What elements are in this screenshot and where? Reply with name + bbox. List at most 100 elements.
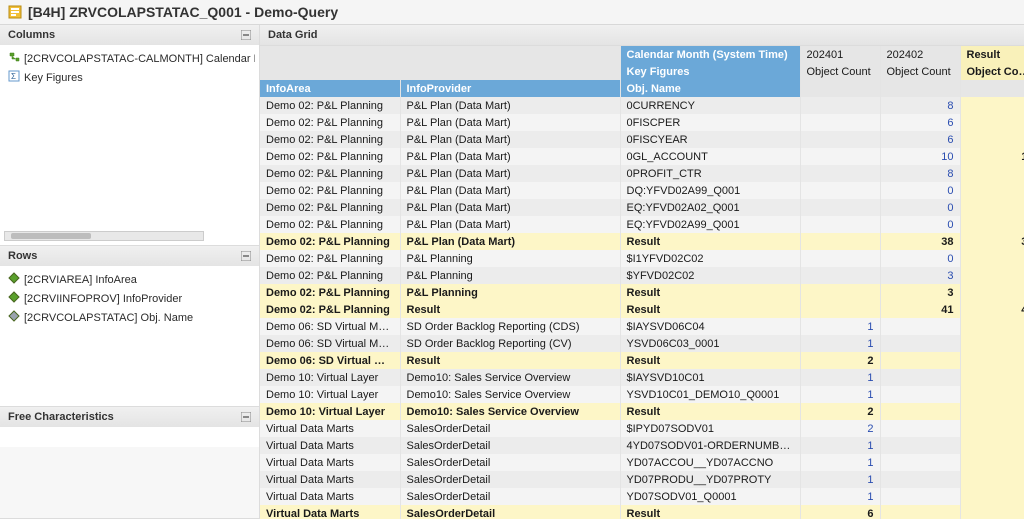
rows-panel-header[interactable]: Rows [0,246,259,266]
cell-infoprovider: P&L Plan (Data Mart) [400,114,620,131]
cell-infoarea: Virtual Data Marts [260,471,400,488]
cell-objname: 0PROFIT_CTR [620,165,800,182]
cell-infoprovider: Result [400,301,620,318]
cell-objname: 0FISCPER [620,114,800,131]
cell-month2: 8 [880,97,960,114]
table-row[interactable]: Demo 06: SD Virtual ModelSD Order Backlo… [260,318,1024,335]
table-row[interactable]: Virtual Data MartsSalesOrderDetailResult… [260,505,1024,519]
cell-infoarea: Demo 02: P&L Planning [260,131,400,148]
scrollbar-thumb[interactable] [11,233,91,239]
header-month-202402[interactable]: 202402 [880,46,960,63]
cell-month2 [880,505,960,519]
columns-panel-header[interactable]: Columns [0,25,259,45]
table-row[interactable]: Demo 02: P&L PlanningP&L Plan (Data Mart… [260,233,1024,250]
window-title-text: [B4H] ZRVCOLAPSTATAC_Q001 - Demo-Query [28,4,338,20]
cell-objname: Result [620,284,800,301]
cell-result: 0 [960,182,1024,199]
cell-objname: Result [620,505,800,519]
cell-infoprovider: Demo10: Sales Service Overview [400,369,620,386]
table-row[interactable]: Demo 02: P&L PlanningP&L Planning$YFVD02… [260,267,1024,284]
cell-infoprovider: P&L Plan (Data Mart) [400,165,620,182]
table-row[interactable]: Demo 02: P&L PlanningP&L Plan (Data Mart… [260,131,1024,148]
free-characteristics-header[interactable]: Free Characteristics [0,407,259,427]
table-row[interactable]: Demo 10: Virtual LayerDemo10: Sales Serv… [260,386,1024,403]
header-objcount-1[interactable]: Object Count [800,63,880,80]
table-row[interactable]: Demo 02: P&L PlanningP&L Plan (Data Mart… [260,97,1024,114]
header-infoprovider[interactable]: InfoProvider [400,80,620,97]
table-row[interactable]: Demo 02: P&L PlanningP&L Plan (Data Mart… [260,165,1024,182]
cell-infoarea: Demo 02: P&L Planning [260,148,400,165]
table-row[interactable]: Demo 06: SD Virtual ModelSD Order Backlo… [260,335,1024,352]
rows-item[interactable]: [2CRVIINFOPROV] InfoProvider [4,289,255,308]
cell-month1 [800,131,880,148]
cell-objname: Result [620,352,800,369]
header-blank [260,63,620,80]
cell-objname: YD07ACCOU__YD07ACCNO [620,454,800,471]
rows-panel-title: Rows [8,250,37,262]
cell-result: 1 [960,488,1024,505]
cell-objname: $YFVD02C02 [620,267,800,284]
cell-month1 [800,216,880,233]
rows-item[interactable]: [2CRVCOLAPSTATAC] Obj. Name [4,308,255,327]
horizontal-scrollbar[interactable] [4,231,204,241]
cell-infoprovider: P&L Plan (Data Mart) [400,199,620,216]
cell-month1: 2 [800,352,880,369]
tree-item-label: [2CRVIINFOPROV] InfoProvider [24,293,182,305]
header-infoarea[interactable]: InfoArea [260,80,400,97]
keyfig-icon: Σ [8,70,20,85]
cell-infoarea: Demo 02: P&L Planning [260,250,400,267]
header-objcount-2[interactable]: Object Count [880,63,960,80]
cell-objname: YD07SODV01_Q0001 [620,488,800,505]
columns-item[interactable]: [2CRVCOLAPSTATAC-CALMONTH] Calendar Mont… [4,49,255,68]
cell-infoprovider: P&L Plan (Data Mart) [400,182,620,199]
query-icon [8,5,22,19]
cell-objname: 0CURRENCY [620,97,800,114]
table-row[interactable]: Demo 02: P&L PlanningResultResult4141 [260,301,1024,318]
cell-month2: 0 [880,216,960,233]
collapse-icon[interactable] [241,30,251,40]
cell-infoprovider: SD Order Backlog Reporting (CV) [400,335,620,352]
cell-month2 [880,386,960,403]
header-calmonth[interactable]: Calendar Month (System Time) [620,46,800,63]
columns-panel-body: [2CRVCOLAPSTATAC-CALMONTH] Calendar Mont… [0,45,259,245]
header-result[interactable]: Result [960,46,1024,63]
table-row[interactable]: Demo 10: Virtual LayerDemo10: Sales Serv… [260,369,1024,386]
collapse-icon[interactable] [241,251,251,261]
table-row[interactable]: Demo 02: P&L PlanningP&L Plan (Data Mart… [260,114,1024,131]
header-objname[interactable]: Obj. Name [620,80,800,97]
cell-infoprovider: SD Order Backlog Reporting (CDS) [400,318,620,335]
data-grid-table: Calendar Month (System Time)202401202402… [260,46,1024,519]
table-row[interactable]: Demo 02: P&L PlanningP&L PlanningResult3… [260,284,1024,301]
columns-item[interactable]: Σ Key Figures [4,68,255,87]
cell-result: 38 [960,233,1024,250]
table-row[interactable]: Demo 06: SD Virtual ModelResultResult22 [260,352,1024,369]
collapse-icon[interactable] [241,412,251,422]
table-row[interactable]: Virtual Data MartsSalesOrderDetail$IPYD0… [260,420,1024,437]
cell-month1 [800,165,880,182]
tree-item-label: Key Figures [24,72,83,84]
main-layout: Columns [2CRVCOLAPSTATAC-CALMONTH] Calen… [0,25,1024,519]
data-grid-scroll[interactable]: Calendar Month (System Time)202401202402… [260,46,1024,519]
rows-item[interactable]: [2CRVIAREA] InfoArea [4,270,255,289]
table-row[interactable]: Virtual Data MartsSalesOrderDetailYD07SO… [260,488,1024,505]
table-row[interactable]: Virtual Data MartsSalesOrderDetailYD07PR… [260,471,1024,488]
cell-infoprovider: Demo10: Sales Service Overview [400,386,620,403]
cell-month2: 0 [880,199,960,216]
table-row[interactable]: Demo 10: Virtual LayerDemo10: Sales Serv… [260,403,1024,420]
table-row[interactable]: Demo 02: P&L PlanningP&L Planning$I1YFVD… [260,250,1024,267]
table-row[interactable]: Demo 02: P&L PlanningP&L Plan (Data Mart… [260,148,1024,165]
table-row[interactable]: Demo 02: P&L PlanningP&L Plan (Data Mart… [260,199,1024,216]
cell-month1 [800,233,880,250]
cell-result: 1 [960,437,1024,454]
header-keyfigures[interactable]: Key Figures [620,63,800,80]
cell-infoprovider: P&L Plan (Data Mart) [400,148,620,165]
header-objcount-result[interactable]: Object Count [960,63,1024,80]
cell-result: 0 [960,250,1024,267]
table-row[interactable]: Virtual Data MartsSalesOrderDetail4YD07S… [260,437,1024,454]
cell-objname: 4YD07SODV01-ORDERNUMBER [620,437,800,454]
table-row[interactable]: Virtual Data MartsSalesOrderDetailYD07AC… [260,454,1024,471]
header-month-202401[interactable]: 202401 [800,46,880,63]
table-row[interactable]: Demo 02: P&L PlanningP&L Plan (Data Mart… [260,216,1024,233]
cell-objname: EQ:YFVD02A99_Q001 [620,216,800,233]
table-row[interactable]: Demo 02: P&L PlanningP&L Plan (Data Mart… [260,182,1024,199]
